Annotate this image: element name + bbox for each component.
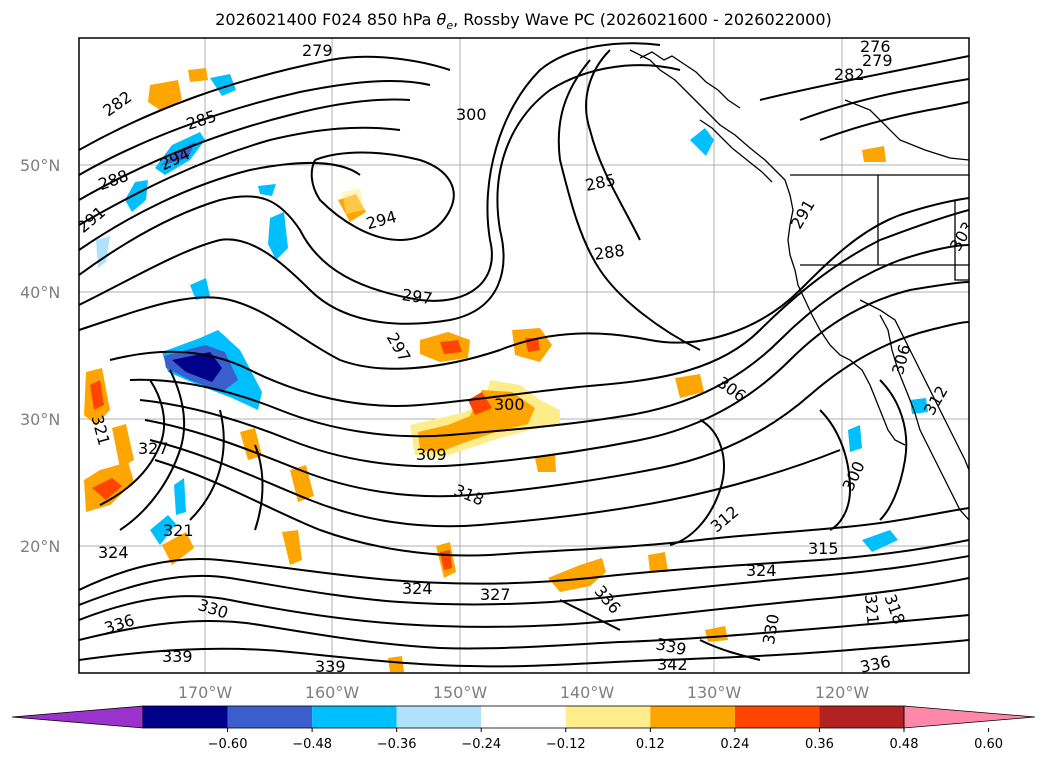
lat-label-20n: 20°N xyxy=(20,537,60,556)
colorbar-segment xyxy=(312,706,397,728)
contour-label: 279 xyxy=(302,41,333,60)
coastline xyxy=(629,49,969,521)
theta-e-contours xyxy=(79,42,969,668)
contour-label: 315 xyxy=(808,539,839,558)
lat-label-30n: 30°N xyxy=(20,410,60,429)
colorbar-segment xyxy=(227,706,313,728)
contour-label: 339 xyxy=(162,647,193,666)
colorbar-segment xyxy=(650,706,735,728)
contour-label: 300 xyxy=(456,105,487,124)
contour-label: 336 xyxy=(858,652,892,677)
contour-label: 321 xyxy=(163,521,194,540)
contour-label: 321 xyxy=(861,593,883,625)
colorbar-tick-label: 0.24 xyxy=(720,737,749,752)
colorbar-tick-label: −0.60 xyxy=(208,737,248,752)
latitude-labels: 50°N 40°N 30°N 20°N xyxy=(20,156,60,556)
colorbar-extend-min xyxy=(11,705,144,729)
colorbar-tick-label: 0.36 xyxy=(805,737,834,752)
contour-label: 309 xyxy=(416,445,447,464)
colorbar-segment xyxy=(143,706,228,728)
lat-label-40n: 40°N xyxy=(20,283,60,302)
contour-label: 300 xyxy=(494,395,525,414)
colorbar-tick-label: 0.12 xyxy=(636,737,665,752)
colorbar-segment xyxy=(565,706,651,728)
lon-label-140w: 140°W xyxy=(560,683,615,702)
colorbar-segment xyxy=(481,706,566,728)
lat-label-50n: 50°N xyxy=(20,156,60,175)
positive-anomaly-shading xyxy=(84,68,886,672)
contour-label: 288 xyxy=(593,241,626,264)
colorbar-segment xyxy=(819,706,904,728)
colorbar-segment xyxy=(734,706,820,728)
contour-label: 324 xyxy=(746,561,777,580)
contour-label: 339 xyxy=(315,657,346,676)
lon-label-130w: 130°W xyxy=(687,683,742,702)
longitude-labels: 170°W 160°W 150°W 140°W 130°W 120°W xyxy=(178,683,870,702)
lon-label-160w: 160°W xyxy=(305,683,360,702)
plot-title: 2026021400 F024 850 hPa θe, Rossby Wave … xyxy=(215,10,832,33)
lon-label-120w: 120°W xyxy=(815,683,870,702)
colorbar-tick-label: −0.24 xyxy=(461,737,501,752)
contour-label: 276 xyxy=(860,37,891,56)
contour-label: 324 xyxy=(402,579,433,598)
contour-label: 327 xyxy=(480,585,511,604)
contour-label: 279 xyxy=(862,51,893,70)
lon-label-150w: 150°W xyxy=(433,683,488,702)
map-frame xyxy=(78,37,970,674)
colorbar-tick-label: −0.12 xyxy=(546,737,586,752)
contour-label: 297 xyxy=(401,285,434,308)
contour-label: 342 xyxy=(657,655,688,674)
colorbar-segment xyxy=(396,706,482,728)
colorbar-extend-max xyxy=(903,705,1036,729)
colorbar-tick-label: 0.48 xyxy=(890,737,919,752)
colorbar-tick-label: −0.48 xyxy=(292,737,332,752)
contour-label: 327 xyxy=(138,439,169,458)
colorbar-frame xyxy=(142,705,905,729)
lon-label-170w: 170°W xyxy=(178,683,233,702)
colorbar: −0.60 −0.48 −0.36 −0.24 −0.12 0.12 0.24 0.36 0.4… xyxy=(11,705,1036,752)
contour-label: 282 xyxy=(834,65,865,84)
contour-label: 324 xyxy=(98,543,129,562)
colorbar-tick-label: −0.36 xyxy=(377,737,417,752)
colorbar-tick-label: 0.60 xyxy=(974,737,1003,752)
